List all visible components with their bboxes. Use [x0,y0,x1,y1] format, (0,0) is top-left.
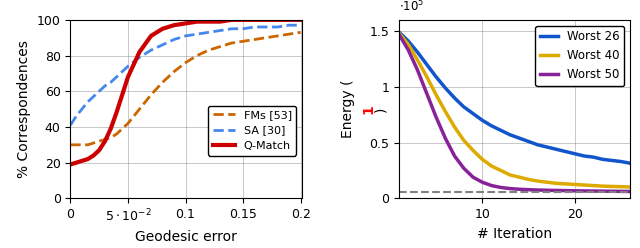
Worst 50 [562,189,570,192]
Worst 40 [404,43,412,46]
Worst 50 [432,115,440,118]
Worst 50 [599,190,607,193]
Worst 40 [506,174,514,177]
Text: $\cdot 10^5$: $\cdot 10^5$ [399,0,424,14]
Worst 40 [599,185,607,187]
Worst 50 [460,167,468,170]
Legend: FMs [53], SA [30], Q-Match: FMs [53], SA [30], Q-Match [208,106,296,155]
Worst 50 [479,181,486,184]
X-axis label: Geodesic error: Geodesic error [135,230,237,244]
Worst 50 [404,49,412,52]
Worst 40 [627,186,634,188]
Worst 40 [571,183,579,186]
Worst 40 [534,180,541,183]
Worst 26 [413,51,421,54]
Worst 26 [608,159,616,162]
Worst 50 [618,190,625,193]
Worst 26 [627,162,634,165]
Worst 40 [543,181,551,184]
Text: Energy (: Energy ( [341,80,355,138]
Line: Worst 40: Worst 40 [399,33,630,187]
Worst 50 [413,69,421,72]
Worst 50 [608,190,616,193]
Worst 40 [451,125,458,128]
Worst 26 [571,152,579,155]
Worst 40 [442,110,449,113]
Worst 26 [525,140,532,143]
Worst 26 [488,124,495,127]
Line: Worst 50: Worst 50 [399,34,630,191]
X-axis label: # Iteration: # Iteration [477,227,552,241]
Worst 26 [460,105,468,108]
Worst 26 [469,112,477,115]
Text: ): ) [374,106,387,112]
Worst 40 [618,185,625,188]
Worst 26 [580,155,588,157]
Worst 50 [451,155,458,157]
Worst 26 [479,119,486,122]
Worst 50 [589,189,597,192]
Worst 50 [534,188,541,191]
Worst 40 [525,178,532,181]
Text: 1: 1 [362,104,376,114]
Worst 26 [442,87,449,90]
Worst 50 [497,186,505,189]
Worst 40 [515,176,523,179]
Worst 50 [423,92,431,95]
Worst 40 [460,139,468,142]
Worst 26 [506,133,514,136]
Worst 50 [488,184,495,187]
Worst 26 [562,150,570,153]
Worst 26 [618,160,625,163]
Worst 26 [543,146,551,149]
Worst 40 [552,182,560,185]
Worst 40 [497,169,505,172]
Worst 40 [432,93,440,96]
Worst 50 [506,187,514,190]
Worst 26 [423,63,431,66]
Worst 50 [395,33,403,36]
Worst 26 [515,137,523,140]
Worst 50 [571,189,579,192]
Worst 40 [423,75,431,78]
Worst 26 [599,158,607,161]
Worst 50 [515,188,523,191]
Worst 40 [413,59,421,62]
Worst 50 [469,176,477,179]
Worst 40 [488,165,495,168]
Worst 26 [497,129,505,132]
Worst 50 [552,189,560,192]
Worst 26 [404,40,412,43]
Worst 26 [534,143,541,146]
Worst 40 [395,32,403,35]
Worst 26 [451,96,458,99]
Worst 40 [479,158,486,161]
Worst 40 [580,184,588,186]
Worst 26 [395,31,403,34]
Y-axis label: % Correspondences: % Correspondences [17,40,31,178]
Worst 50 [543,189,551,192]
Worst 40 [589,184,597,187]
Worst 50 [627,190,634,193]
Worst 26 [432,75,440,78]
Worst 40 [562,182,570,185]
Line: Worst 26: Worst 26 [399,32,630,163]
Worst 50 [580,189,588,192]
Worst 26 [589,156,597,159]
Worst 26 [552,148,560,151]
Worst 40 [608,185,616,188]
Worst 50 [442,137,449,140]
Legend: Worst 26, Worst 40, Worst 50: Worst 26, Worst 40, Worst 50 [535,26,625,86]
Worst 40 [469,149,477,152]
Worst 50 [525,188,532,191]
